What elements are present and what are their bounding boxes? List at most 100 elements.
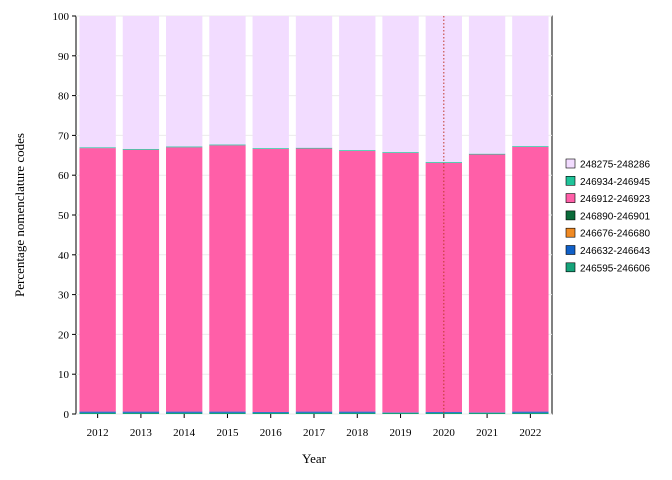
legend-item: 246632-246643	[565, 245, 651, 257]
bar-segment	[252, 148, 289, 149]
bar-segment	[295, 412, 333, 414]
bar-segment	[252, 412, 289, 414]
bar-segment	[209, 16, 246, 145]
y-tick-label: 100	[53, 11, 70, 23]
bar-stack	[209, 16, 246, 414]
bar-segment	[166, 412, 203, 414]
bar-segment	[122, 149, 160, 412]
legend-item: 246890-246901	[565, 210, 651, 222]
bar-segment	[122, 412, 160, 414]
bar-segment	[295, 147, 333, 149]
legend-label: 246912-246923	[580, 194, 651, 205]
bar-segment	[382, 16, 419, 153]
x-tick-label: 2019	[390, 427, 413, 439]
bar-segment	[122, 148, 160, 150]
bar-segment	[166, 16, 203, 147]
x-tick-label: 2020	[433, 427, 456, 439]
bar-segment	[512, 411, 549, 413]
legend-swatch	[565, 245, 576, 255]
bar-segment	[79, 412, 116, 414]
bar-segment	[339, 412, 376, 414]
legend-item: 246595-246606	[565, 262, 651, 274]
bar-segment	[512, 16, 549, 147]
x-tick-label: 2016	[260, 427, 283, 439]
bar-segment	[382, 152, 419, 413]
y-tick-label: 0	[64, 409, 70, 421]
x-axis: 2012 2013 2014 2015 2016 2017 2018 2019 2020 2021…	[87, 414, 541, 439]
x-tick-label: 2015	[216, 427, 239, 439]
bar-segment	[166, 411, 203, 413]
bar-stack	[339, 16, 376, 414]
legend-label: 246934-246945	[580, 177, 651, 188]
bar-segment	[425, 16, 462, 163]
y-tick-label: 50	[58, 210, 70, 222]
x-tick-label: 2017	[303, 427, 326, 439]
bar-stack	[468, 16, 506, 414]
bar-segment	[468, 412, 506, 414]
y-tick-label: 40	[58, 250, 70, 262]
bar-segment	[209, 144, 246, 146]
y-tick-label: 80	[58, 91, 70, 103]
bar-segment	[252, 148, 289, 413]
bar-stack	[425, 16, 462, 414]
bar-stack	[166, 16, 203, 414]
bar-stack	[382, 16, 419, 414]
y-tick-label: 60	[58, 170, 70, 182]
legend-label: 248275-248286	[580, 160, 651, 171]
bar-segment	[295, 411, 333, 413]
bar-stack	[122, 16, 160, 414]
bar-segment	[425, 162, 462, 413]
bar-segment	[382, 412, 419, 414]
bar-segment	[166, 146, 203, 148]
bar-segment	[122, 411, 160, 413]
bar-segment	[468, 153, 506, 155]
legend-label: 246676-246680	[580, 229, 651, 240]
bar-segment	[79, 148, 116, 412]
y-axis: 0 10 20 30 40 50 60 70 80 90 100	[53, 11, 76, 421]
legend-label: 246632-246643	[580, 246, 651, 257]
legend-swatch	[565, 193, 576, 203]
bar-segment	[295, 16, 333, 148]
bar-stack	[295, 16, 333, 414]
bar-segment	[425, 412, 462, 414]
bar-segment	[209, 411, 246, 413]
legend-swatch	[565, 158, 576, 169]
bar-segment	[425, 162, 462, 163]
y-tick-label: 10	[58, 369, 70, 381]
x-tick-label: 2021	[476, 427, 498, 439]
bar-segment	[295, 148, 333, 412]
bar-stack	[252, 16, 289, 414]
x-tick-label: 2022	[519, 427, 541, 439]
bar-segment	[468, 154, 506, 413]
bar-segment	[339, 150, 376, 412]
bar-segment	[339, 150, 376, 151]
legend-swatch	[565, 227, 576, 238]
bar-segment	[209, 145, 246, 412]
y-tick-label: 30	[58, 290, 70, 302]
bar-segment	[122, 16, 160, 149]
bar-stack	[512, 16, 549, 414]
bar-segment	[468, 16, 506, 154]
bar-segment	[382, 152, 419, 153]
bar-segment	[252, 412, 289, 413]
bar-segment	[209, 412, 246, 414]
bar-segment	[512, 412, 549, 414]
legend-swatch	[565, 262, 576, 273]
bars	[79, 16, 549, 414]
y-tick-label: 90	[58, 51, 70, 63]
legend-item: 246676-246680	[565, 227, 651, 240]
y-tick-label: 20	[58, 329, 70, 341]
x-axis-title: Year	[302, 451, 327, 466]
legend: 248275-248286 246934-246945 246912-246923 2…	[565, 158, 651, 274]
legend-label: 246890-246901	[580, 211, 651, 222]
y-axis-title: Percentage nomenclature codes	[12, 133, 27, 297]
legend-swatch	[565, 210, 576, 221]
bar-segment	[512, 146, 549, 412]
legend-swatch	[565, 176, 576, 186]
bar-segment	[512, 146, 549, 147]
bar-stack	[79, 16, 116, 414]
y-tick-label: 70	[58, 130, 70, 142]
x-tick-label: 2012	[87, 427, 109, 439]
bar-segment	[79, 16, 116, 148]
